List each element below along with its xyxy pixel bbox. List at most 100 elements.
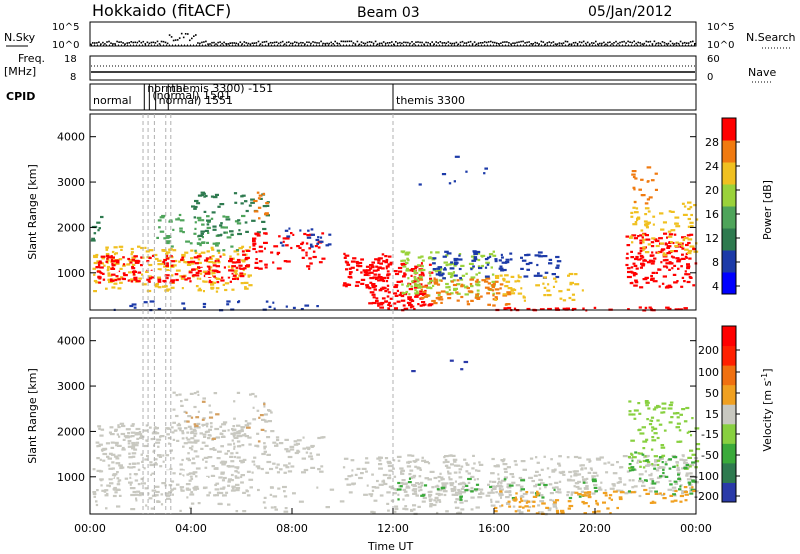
nsky-point: [548, 41, 551, 43]
echo-cell: [149, 461, 153, 464]
echo-cell: [190, 416, 194, 419]
echo-cell: [651, 251, 654, 254]
nsky-point: [362, 42, 365, 44]
echo-cell: [180, 400, 183, 403]
echo-cell: [462, 284, 466, 287]
echo-cell: [152, 274, 159, 277]
nsky-point: [457, 43, 460, 45]
nsky-point: [205, 40, 207, 43]
echo-cell: [192, 471, 198, 474]
nsky-point: [574, 41, 577, 44]
echo-cell: [299, 229, 302, 232]
echo-cell: [245, 230, 249, 233]
echo-cell: [638, 188, 642, 191]
echo-cell: [662, 221, 667, 224]
echo-cell: [258, 217, 261, 220]
echo-cell: [115, 455, 119, 458]
echo-cell: [417, 467, 421, 470]
echo-cell: [666, 266, 669, 269]
echo-cell: [254, 395, 258, 398]
echo-cell: [509, 252, 513, 255]
echo-cell: [495, 491, 498, 494]
nsky-point: [239, 41, 242, 43]
nsky-point: [172, 39, 175, 42]
echo-cell: [653, 432, 658, 435]
echo-cell: [386, 284, 390, 287]
echo-cell: [677, 477, 681, 480]
echo-cell: [320, 465, 324, 468]
echo-cell: [510, 289, 514, 292]
echo-cell: [670, 229, 676, 232]
echo-cell: [540, 482, 545, 485]
nsky-point: [358, 43, 361, 46]
echo-cell: [460, 368, 464, 371]
echo-cell: [390, 487, 395, 490]
echo-cell: [632, 223, 638, 226]
nsky-point: [389, 42, 391, 44]
echo-cell: [531, 479, 535, 483]
echo-cell: [180, 469, 185, 472]
echo-cell: [217, 259, 220, 262]
echo-cell: [122, 272, 126, 275]
echo-cell: [227, 478, 232, 481]
echo-cell: [638, 306, 642, 309]
echo-cell: [382, 260, 386, 263]
echo-cell: [418, 489, 421, 492]
echo-cell: [481, 264, 484, 268]
echo-cell: [459, 277, 462, 280]
echo-cell: [258, 250, 264, 253]
echo-cell: [283, 490, 286, 493]
nsky-point: [401, 42, 403, 45]
echo-cell: [356, 467, 361, 470]
echo-cell: [638, 494, 642, 498]
echo-cell: [687, 238, 693, 241]
echo-cell: [545, 506, 550, 509]
echo-cell: [583, 512, 587, 515]
echo-cell: [381, 480, 386, 483]
echo-cell: [612, 487, 615, 490]
echo-cell: [660, 455, 664, 459]
echo-cell: [465, 463, 470, 466]
echo-cell: [272, 261, 275, 264]
echo-cell: [427, 478, 432, 481]
echo-cell: [494, 274, 500, 278]
echo-cell: [433, 476, 438, 480]
echo-cell: [593, 306, 597, 309]
echo-cell: [648, 423, 653, 426]
echo-cell: [346, 263, 351, 266]
echo-cell: [497, 482, 499, 485]
echo-cell: [384, 482, 388, 486]
echo-cell: [609, 512, 612, 515]
echo-cell: [237, 219, 241, 222]
echo-cell: [217, 502, 223, 505]
echo-cell: [573, 472, 578, 475]
echo-cell: [373, 288, 377, 291]
echo-cell: [511, 475, 515, 478]
echo-cell: [196, 277, 199, 280]
echo-cell: [426, 286, 432, 289]
echo-cell: [157, 278, 162, 281]
echo-cell: [630, 250, 633, 253]
echo-cell: [388, 301, 391, 304]
echo-cell: [188, 271, 193, 274]
echo-cell: [120, 432, 126, 436]
echo-cell: [400, 294, 405, 298]
echo-cell: [396, 280, 401, 283]
echo-cell: [656, 476, 660, 479]
echo-cell: [649, 478, 654, 481]
echo-cell: [632, 274, 636, 277]
nsky-point: [558, 42, 561, 44]
echo-cell: [303, 232, 307, 236]
echo-cell: [658, 237, 663, 240]
echo-cell: [357, 261, 363, 265]
echo-cell: [226, 303, 230, 306]
echo-cell: [686, 478, 692, 481]
echo-cell: [214, 427, 220, 431]
echo-cell: [599, 456, 604, 459]
echo-cell: [127, 445, 133, 448]
echo-cell: [241, 434, 247, 437]
echo-cell: [587, 491, 592, 494]
echo-cell: [207, 231, 210, 234]
echo-cell: [499, 481, 503, 484]
echo-cell: [263, 405, 266, 408]
